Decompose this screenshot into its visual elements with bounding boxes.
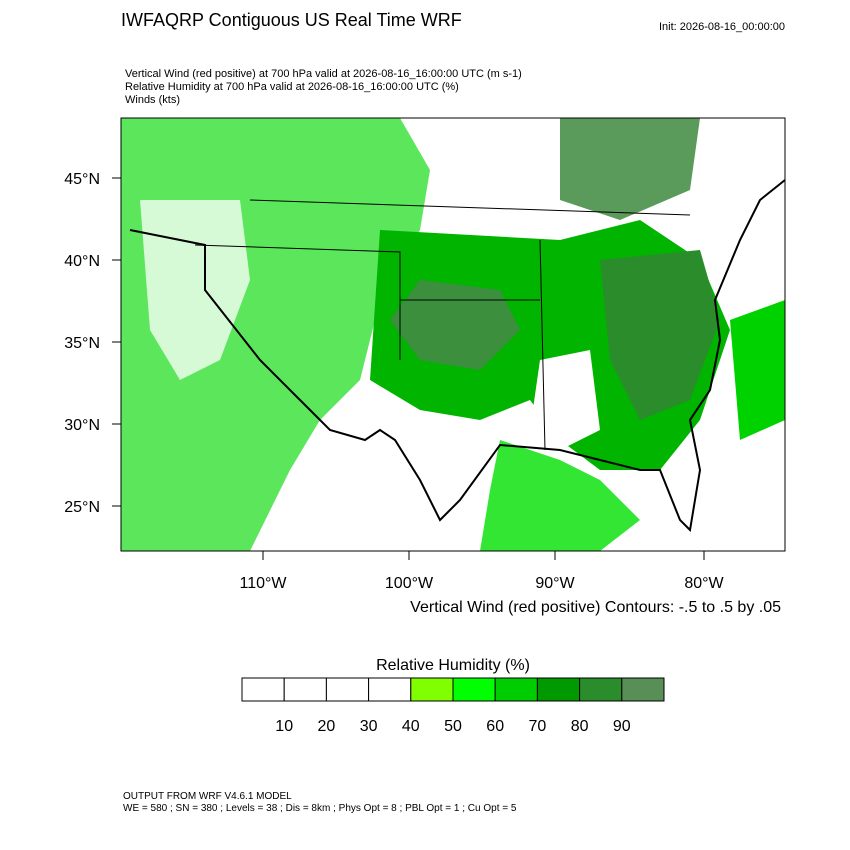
colorbar-label: 30 <box>360 718 378 735</box>
colorbar-box <box>536 677 581 702</box>
rh-area <box>690 180 785 300</box>
rh-area <box>140 200 250 380</box>
rh-area <box>560 118 700 220</box>
colorbar-box <box>241 677 285 702</box>
lon-label: 80°W <box>684 575 724 592</box>
footer: OUTPUT FROM WRF V4.6.1 MODEL <box>123 791 292 802</box>
rh-area <box>480 440 640 551</box>
contour-note: Vertical Wind (red positive) Contours: -… <box>410 599 781 616</box>
colorbar-box <box>368 677 412 702</box>
colorbar-box <box>452 677 496 702</box>
colorbar-box <box>283 677 327 702</box>
colorbar-label: 90 <box>613 718 631 735</box>
title: IWFAQRP Contiguous US Real Time WRF <box>121 10 462 30</box>
footer: WE = 580 ; SN = 380 ; Levels = 38 ; Dis … <box>123 803 517 814</box>
lon-label: 100°W <box>385 575 434 592</box>
colorbar-label: 50 <box>444 718 462 735</box>
colorbar-label: 60 <box>486 718 504 735</box>
lat-label: 30°N <box>64 417 100 434</box>
lat-label: 25°N <box>64 499 100 516</box>
colorbar-label: 40 <box>402 718 420 735</box>
colorbar-box <box>494 677 538 702</box>
rh-area <box>390 280 520 370</box>
map <box>120 117 786 552</box>
lat-label: 40°N <box>64 253 100 270</box>
colorbar-label: 10 <box>275 718 293 735</box>
colorbar-label: 20 <box>318 718 336 735</box>
lon-label: 90°W <box>535 575 575 592</box>
map-frame <box>120 117 786 552</box>
colorbar-title: Relative Humidity (%) <box>376 657 530 674</box>
rh-area <box>730 300 785 440</box>
colorbar-box <box>579 677 623 702</box>
subtitle: Winds (kts) <box>125 94 180 106</box>
colorbar-box <box>410 677 454 702</box>
coastline <box>129 179 785 533</box>
rh-area <box>600 250 720 420</box>
colorbar-box <box>325 677 370 702</box>
init-time: Init: 2026-08-16_00:00:00 <box>659 21 785 33</box>
colorbar-label: 80 <box>571 718 589 735</box>
lat-label: 35°N <box>64 335 100 352</box>
colorbar-label: 70 <box>529 718 547 735</box>
subtitle: Vertical Wind (red positive) at 700 hPa … <box>125 68 522 80</box>
lon-label: 110°W <box>239 575 287 592</box>
colorbar-box <box>621 677 665 702</box>
rh-area <box>530 350 600 450</box>
lat-label: 45°N <box>64 171 100 188</box>
borders <box>194 199 691 451</box>
subtitle: Relative Humidity at 700 hPa valid at 20… <box>125 81 459 93</box>
